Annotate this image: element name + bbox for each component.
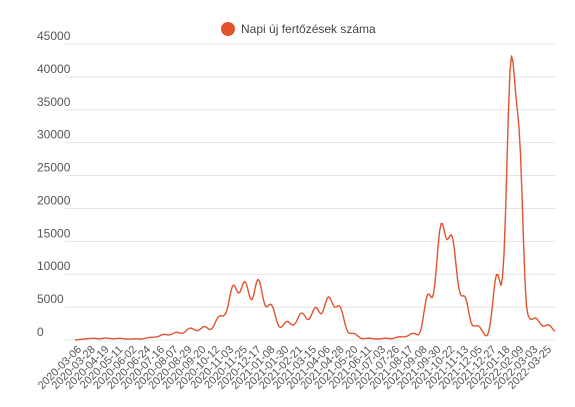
series-line bbox=[75, 55, 556, 341]
x-axis-ticks: 2020-03-062020-03-282020-04-192020-05-11… bbox=[36, 344, 554, 392]
y-axis-ticks: 0 5000 10000 15000 20000 25000 30000 35000 40000… bbox=[37, 29, 71, 339]
y-tick-label: 40000 bbox=[37, 62, 71, 76]
legend[interactable]: Napi új fertőzések száma bbox=[221, 22, 376, 36]
legend-label: Napi új fertőzések száma bbox=[241, 22, 376, 36]
y-tick-label: 15000 bbox=[37, 226, 71, 240]
y-tick-label: 5000 bbox=[37, 292, 64, 306]
y-tick-label: 25000 bbox=[37, 161, 71, 175]
y-tick-label: 0 bbox=[37, 325, 44, 339]
series-layer bbox=[74, 55, 556, 341]
y-tick-label: 45000 bbox=[37, 29, 71, 43]
y-tick-label: 10000 bbox=[37, 259, 71, 273]
legend-marker bbox=[221, 22, 235, 36]
y-tick-label: 35000 bbox=[37, 95, 71, 109]
grid-lines bbox=[65, 43, 555, 341]
y-tick-label: 20000 bbox=[37, 193, 71, 207]
y-tick-label: 30000 bbox=[37, 128, 71, 142]
